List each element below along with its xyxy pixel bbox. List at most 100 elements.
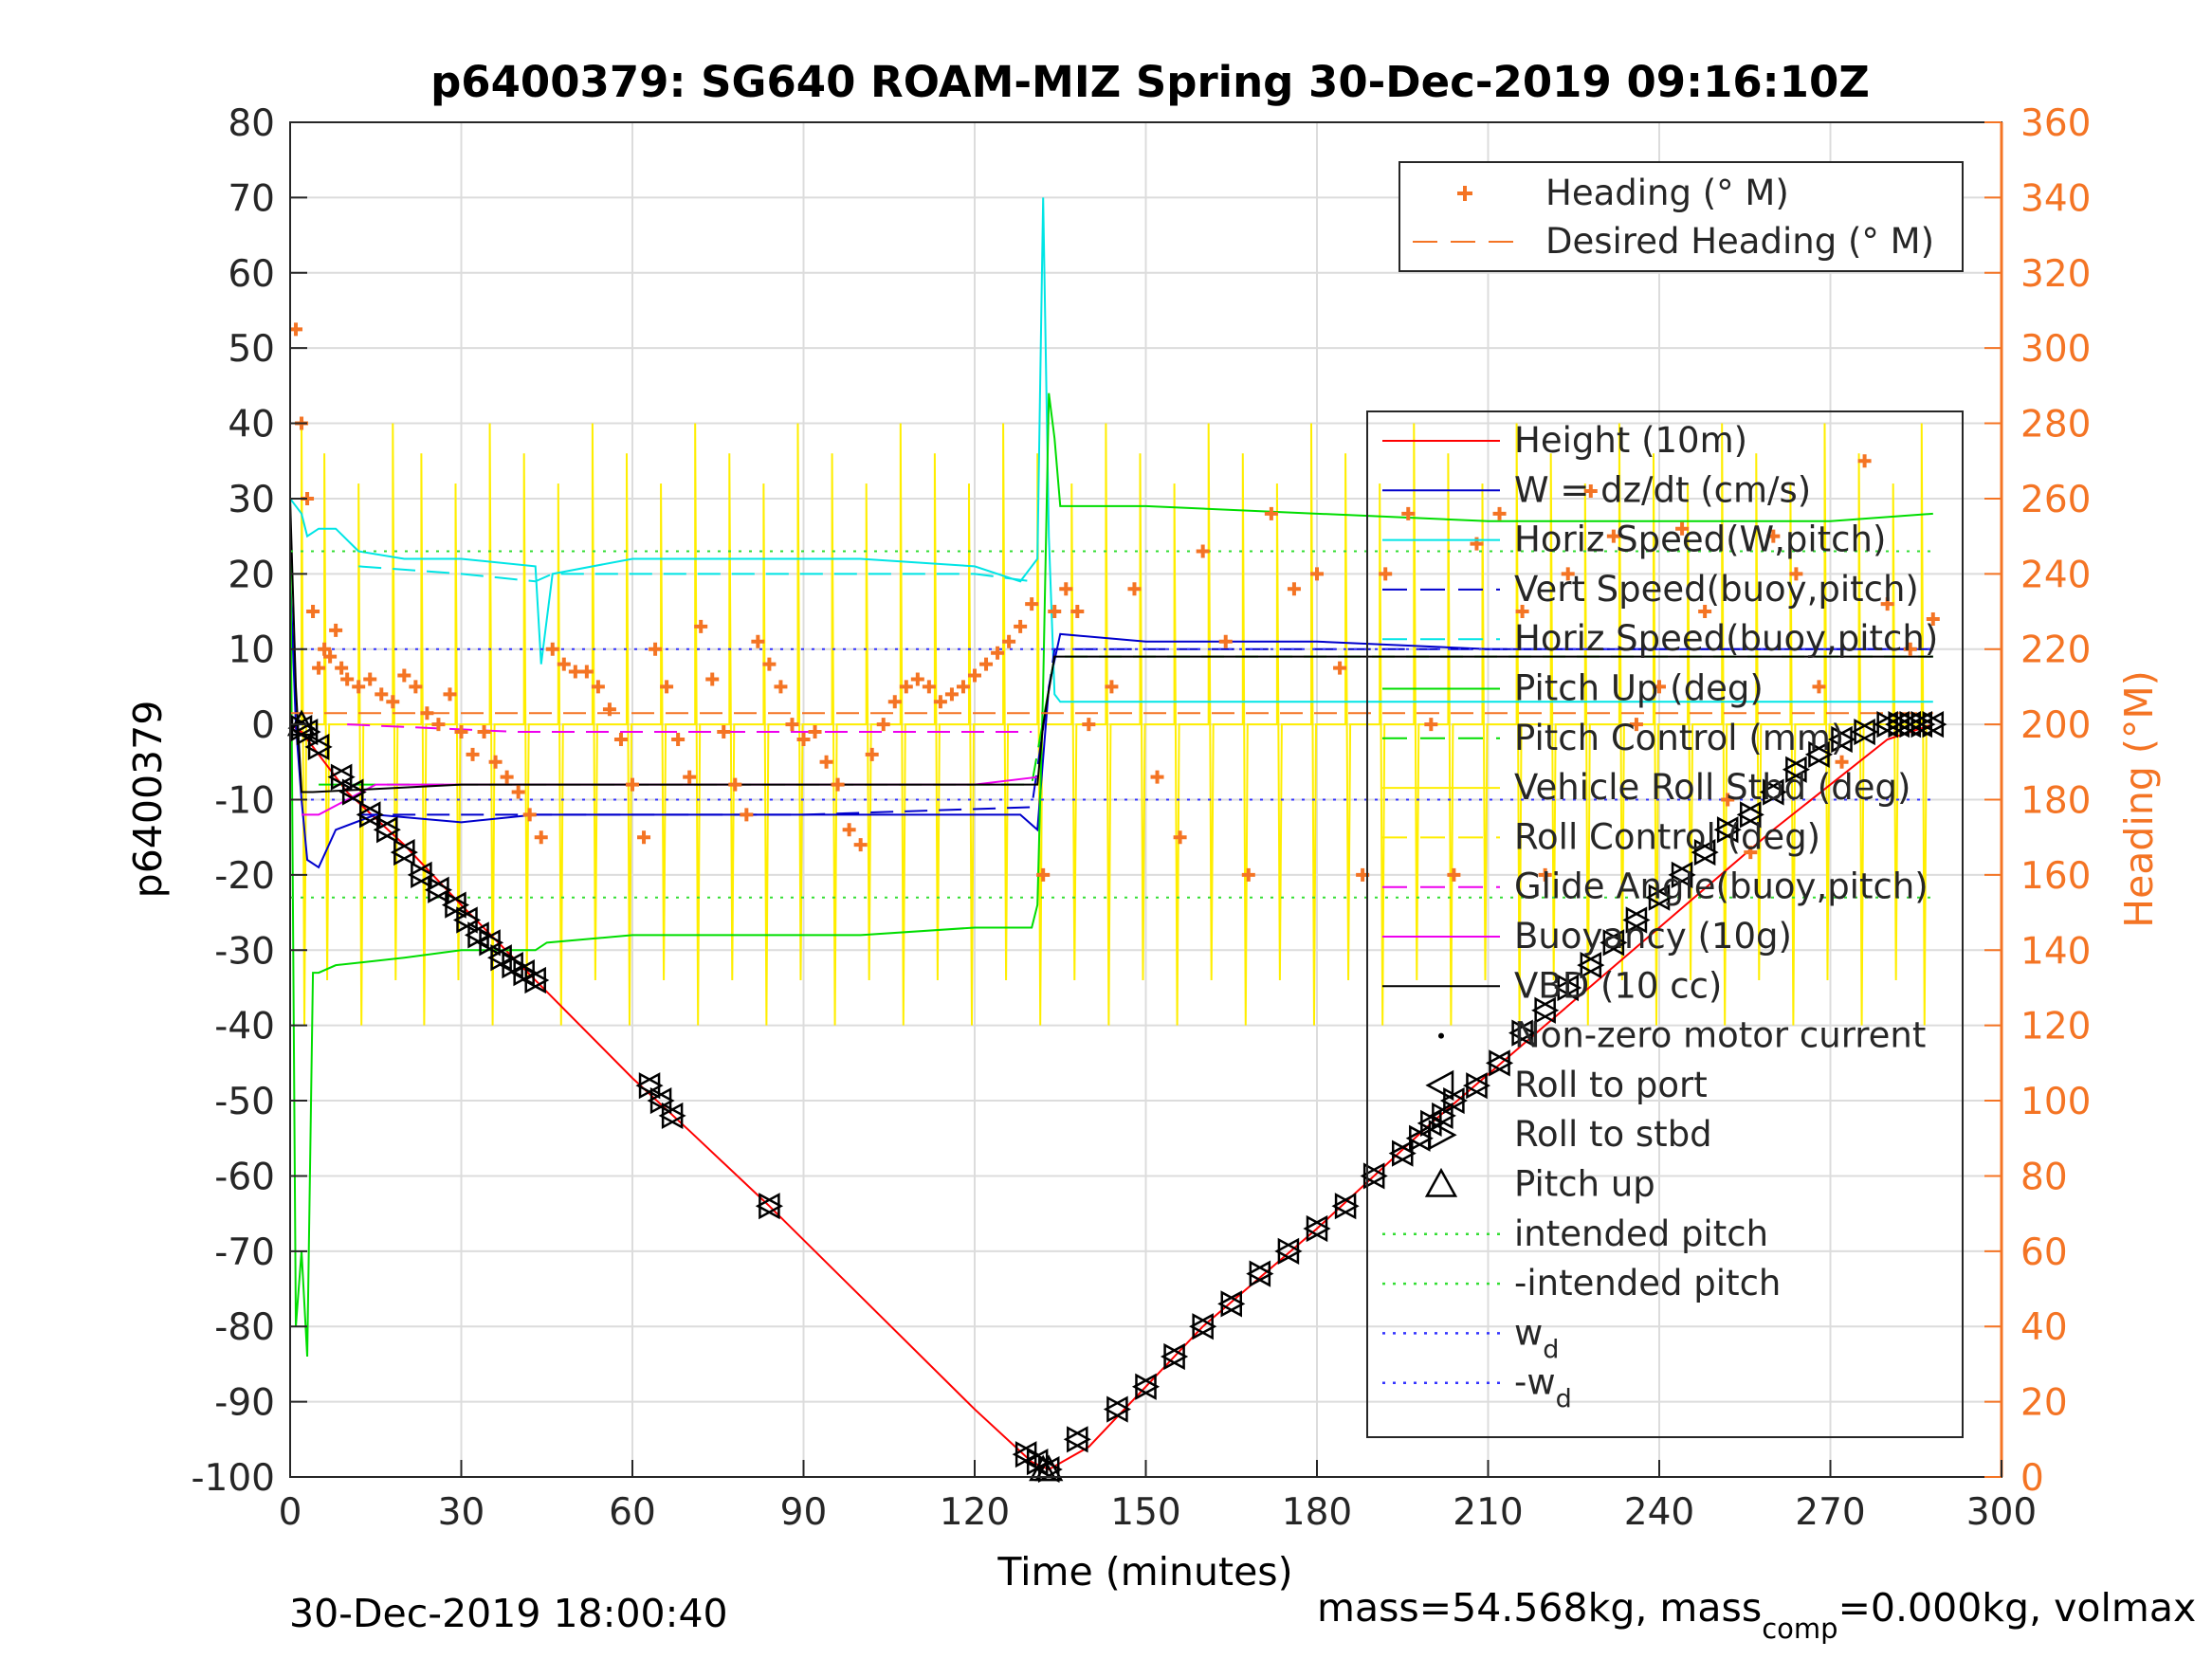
legend-entry-label: Horiz Speed(W,pitch): [1514, 520, 1886, 560]
heading-point: [1048, 605, 1062, 619]
heading-point: [1606, 529, 1620, 543]
heading-point: [1835, 755, 1849, 769]
heading-point: [626, 777, 639, 792]
roll-stbd-marker: [1922, 711, 1947, 738]
heading-point: [1675, 521, 1690, 536]
y-tick-label: 30: [228, 479, 275, 521]
x-tick-label: 60: [609, 1491, 656, 1534]
legend-entry-label: Horiz Speed(buoy,pitch): [1514, 618, 1938, 659]
heading-point: [1379, 567, 1393, 581]
heading-point: [420, 706, 434, 720]
roll-stbd-marker: [307, 733, 333, 761]
roll-stbd-marker: [1534, 996, 1560, 1024]
heading-point: [637, 830, 651, 845]
y-tick-label: 10: [228, 629, 275, 672]
y-tick-label: 20: [228, 554, 275, 596]
heading-point: [1447, 867, 1461, 882]
roll-stbd-marker: [1580, 952, 1605, 979]
heading-point: [968, 668, 981, 683]
y-tick-label: -70: [214, 1231, 275, 1274]
legend-entry-label: Roll Control (deg): [1514, 816, 1820, 857]
y-tick-label: -60: [214, 1156, 275, 1198]
heading-point: [853, 838, 868, 852]
heading-point: [865, 747, 879, 761]
x-tick-label: 270: [1795, 1491, 1865, 1534]
heading-point: [1150, 770, 1164, 784]
roll-stbd-marker: [1693, 838, 1719, 866]
legend-entry-label: Pitch up: [1514, 1164, 1655, 1205]
heading-point: [1287, 582, 1301, 596]
heading-point: [1173, 830, 1187, 845]
heading-point: [613, 732, 628, 746]
legend-entry-label: -wd: [1514, 1362, 1572, 1414]
heading-point: [979, 657, 994, 671]
chart-title: p6400379: SG640 ROAM-MIZ Spring 30-Dec-2…: [430, 57, 1870, 107]
roll-stbd-marker: [1249, 1260, 1274, 1287]
footer-mass-info: mass=54.568kg, masscomp=0.000kg, volmax: [1317, 1585, 2196, 1645]
roll-stbd-marker: [1220, 1290, 1246, 1318]
roll-stbd-marker: [1831, 725, 1856, 754]
heading-point: [1880, 597, 1894, 611]
heading-point: [717, 725, 731, 739]
heading-point: [1583, 484, 1598, 499]
heading-point: [1241, 867, 1255, 882]
x-tick-label: 150: [1110, 1491, 1180, 1534]
heading-point: [831, 777, 845, 792]
heading-point: [1105, 680, 1119, 694]
heading-point: [1629, 718, 1643, 732]
heading-point: [557, 657, 571, 671]
legend-entry-label: Non-zero motor current: [1514, 1015, 1926, 1056]
legend-main: Height (10m) W = dz/dt (cm/s) Horiz Speed(…: [1366, 410, 1964, 1438]
heading-point: [649, 642, 663, 656]
heading-point: [1401, 506, 1416, 520]
roll-stbd-marker: [1808, 740, 1834, 768]
heading-point: [740, 808, 754, 822]
legend-entry-label: wd: [1514, 1312, 1559, 1364]
y2-tick-label: 100: [2020, 1081, 2091, 1123]
x-tick-label: 180: [1282, 1491, 1352, 1534]
legend-entry-label: Heading (° M): [1545, 173, 1789, 213]
heading-point: [694, 619, 708, 633]
roll-stbd-marker: [1192, 1313, 1217, 1340]
heading-point: [1424, 718, 1438, 732]
heading-point: [785, 718, 799, 732]
roll-stbd-marker: [759, 1193, 784, 1220]
y2-tick-label: 320: [2020, 253, 2091, 296]
legend-entry-label: Vehicle Roll Stbd (deg): [1514, 767, 1910, 808]
legend-sample: [1428, 1120, 1457, 1151]
roll-stbd-marker: [428, 876, 453, 903]
legend-heading: Heading (° M) Desired Heading (° M): [1398, 161, 1964, 272]
heading-point: [312, 661, 326, 675]
heading-point: [933, 695, 947, 709]
x-tick-label: 300: [1966, 1491, 2037, 1534]
roll-stbd-marker: [1163, 1342, 1189, 1371]
heading-point: [887, 695, 902, 709]
legend-entry-label: Pitch Control (mm): [1514, 718, 1844, 758]
roll-stbd-marker: [1362, 1162, 1388, 1190]
roll-stbd-marker: [358, 801, 384, 829]
heading-point: [477, 725, 491, 739]
y2-tick-label: 120: [2020, 1006, 2091, 1048]
heading-point: [522, 808, 537, 822]
roll-stbd-marker: [1466, 1072, 1491, 1100]
heading-point: [660, 680, 674, 694]
legend-entry-label: Glide Angle(buoy,pitch): [1514, 866, 1929, 907]
series-glide-angle-buoy-pitch-: [347, 723, 1033, 734]
y2-tick-label: 340: [2020, 177, 2091, 220]
heading-point: [796, 732, 811, 746]
legend-entry-label: Roll to port: [1514, 1065, 1708, 1105]
heading-point: [1025, 597, 1039, 611]
roll-stbd-marker: [1392, 1139, 1417, 1167]
x-tick-label: 120: [940, 1491, 1010, 1534]
legend-entry-label: Vert Speed(buoy,pitch): [1514, 569, 1919, 610]
roll-stbd-marker: [411, 861, 435, 888]
roll-stbd-marker: [1625, 906, 1651, 934]
pitch-up-marker: [1034, 1454, 1064, 1482]
heading-point: [819, 755, 833, 769]
y-tick-label: -90: [214, 1382, 275, 1425]
series-horiz-speed-w-pitch-: [289, 197, 1933, 703]
heading-point: [751, 634, 765, 648]
roll-stbd-marker: [341, 778, 367, 806]
roll-stbd-marker: [1854, 718, 1879, 746]
